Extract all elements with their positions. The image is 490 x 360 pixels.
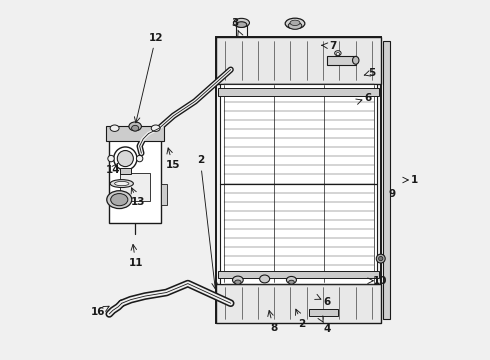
- Text: 6: 6: [365, 93, 372, 103]
- Ellipse shape: [117, 150, 133, 167]
- Ellipse shape: [136, 156, 143, 162]
- Bar: [217, 284, 381, 323]
- Text: 7: 7: [329, 41, 336, 51]
- Text: 9: 9: [389, 189, 396, 199]
- Ellipse shape: [288, 22, 302, 29]
- Ellipse shape: [335, 51, 341, 56]
- Ellipse shape: [115, 181, 129, 186]
- Text: 2: 2: [196, 156, 204, 165]
- Ellipse shape: [289, 280, 294, 284]
- Bar: [120, 168, 131, 174]
- Ellipse shape: [151, 125, 160, 131]
- Text: 14: 14: [105, 165, 120, 175]
- Ellipse shape: [132, 125, 139, 131]
- Text: 10: 10: [373, 276, 387, 286]
- Bar: [218, 88, 379, 96]
- Ellipse shape: [232, 276, 243, 284]
- Bar: [109, 137, 161, 223]
- Bar: [383, 41, 391, 319]
- Ellipse shape: [110, 125, 119, 131]
- Text: 6: 6: [323, 297, 331, 307]
- Bar: [327, 56, 356, 64]
- Bar: [220, 84, 377, 284]
- Ellipse shape: [336, 53, 340, 55]
- Ellipse shape: [111, 194, 128, 206]
- Text: 13: 13: [130, 197, 145, 207]
- Text: 12: 12: [148, 33, 163, 43]
- Text: 15: 15: [166, 160, 180, 170]
- Bar: [217, 37, 381, 323]
- Text: 2: 2: [298, 319, 306, 329]
- Text: 16: 16: [91, 307, 106, 317]
- Ellipse shape: [107, 191, 132, 208]
- Ellipse shape: [379, 256, 383, 261]
- Text: 4: 4: [323, 324, 331, 334]
- Bar: [217, 37, 381, 84]
- Ellipse shape: [290, 20, 300, 26]
- Ellipse shape: [236, 22, 247, 27]
- Text: 5: 5: [368, 68, 375, 78]
- Text: 8: 8: [270, 323, 277, 333]
- Text: 3: 3: [231, 18, 239, 28]
- Bar: [161, 184, 168, 205]
- Text: 11: 11: [128, 258, 143, 268]
- Ellipse shape: [114, 147, 137, 170]
- Ellipse shape: [129, 122, 142, 131]
- Ellipse shape: [233, 18, 249, 27]
- Ellipse shape: [108, 156, 114, 162]
- Ellipse shape: [235, 280, 241, 284]
- Ellipse shape: [352, 57, 359, 64]
- Ellipse shape: [287, 276, 296, 284]
- Ellipse shape: [285, 18, 305, 29]
- Bar: [106, 126, 164, 141]
- Text: 1: 1: [411, 175, 418, 185]
- Ellipse shape: [376, 254, 385, 263]
- Bar: [309, 309, 338, 316]
- Bar: [120, 173, 150, 202]
- Ellipse shape: [110, 180, 133, 188]
- Bar: [218, 271, 379, 278]
- Ellipse shape: [260, 275, 270, 283]
